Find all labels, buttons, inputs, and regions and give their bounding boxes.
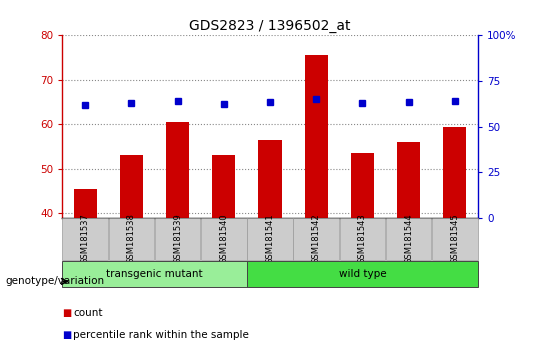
Text: percentile rank within the sample: percentile rank within the sample — [73, 330, 249, 339]
Text: count: count — [73, 308, 103, 318]
Bar — [443, 127, 467, 218]
Bar — [351, 153, 374, 218]
FancyBboxPatch shape — [155, 218, 200, 260]
FancyBboxPatch shape — [62, 261, 247, 287]
Text: GSM181539: GSM181539 — [173, 213, 182, 264]
Text: ■: ■ — [62, 330, 71, 339]
Text: GSM181544: GSM181544 — [404, 213, 413, 264]
Text: GSM181541: GSM181541 — [266, 213, 274, 264]
FancyBboxPatch shape — [247, 218, 293, 260]
FancyBboxPatch shape — [386, 218, 431, 260]
Bar — [305, 56, 328, 218]
FancyBboxPatch shape — [432, 218, 478, 260]
Text: GSM181545: GSM181545 — [450, 213, 460, 264]
Text: ■: ■ — [62, 308, 71, 318]
Text: GSM181537: GSM181537 — [80, 213, 90, 264]
Bar — [397, 142, 420, 218]
FancyBboxPatch shape — [62, 218, 108, 260]
FancyBboxPatch shape — [247, 261, 478, 287]
Bar — [259, 140, 281, 218]
Text: GSM181538: GSM181538 — [127, 213, 136, 264]
Text: GSM181542: GSM181542 — [312, 213, 321, 264]
FancyBboxPatch shape — [201, 218, 247, 260]
Text: GSM181543: GSM181543 — [358, 213, 367, 264]
Text: transgenic mutant: transgenic mutant — [106, 269, 203, 279]
FancyBboxPatch shape — [340, 218, 385, 260]
Title: GDS2823 / 1396502_at: GDS2823 / 1396502_at — [189, 19, 351, 33]
Bar — [166, 122, 189, 218]
FancyBboxPatch shape — [109, 218, 154, 260]
Text: GSM181540: GSM181540 — [219, 213, 228, 264]
Text: wild type: wild type — [339, 269, 386, 279]
FancyBboxPatch shape — [293, 218, 339, 260]
Bar — [120, 155, 143, 218]
Bar — [73, 189, 97, 218]
Bar — [212, 155, 235, 218]
Text: genotype/variation: genotype/variation — [5, 276, 105, 286]
